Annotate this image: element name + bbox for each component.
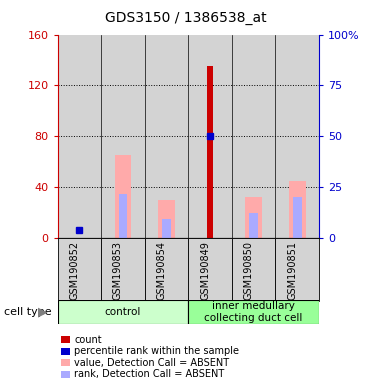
Bar — [232, 238, 276, 301]
Text: count: count — [74, 335, 102, 345]
Bar — [145, 35, 188, 238]
Text: GSM190854: GSM190854 — [157, 241, 167, 300]
Text: rank, Detection Call = ABSENT: rank, Detection Call = ABSENT — [74, 369, 224, 379]
Text: GSM190850: GSM190850 — [244, 241, 254, 300]
Bar — [58, 238, 101, 301]
Bar — [158, 200, 175, 238]
Bar — [275, 238, 319, 301]
Bar — [249, 213, 258, 238]
Text: ▶: ▶ — [38, 306, 47, 318]
Text: inner medullary
collecting duct cell: inner medullary collecting duct cell — [204, 301, 303, 323]
Bar — [188, 300, 319, 324]
Text: percentile rank within the sample: percentile rank within the sample — [74, 346, 239, 356]
Text: cell type: cell type — [4, 307, 51, 317]
Bar — [119, 194, 127, 238]
Text: GSM190853: GSM190853 — [113, 241, 123, 300]
Text: GSM190851: GSM190851 — [287, 241, 297, 300]
Bar — [188, 35, 232, 238]
Bar — [58, 300, 188, 324]
Text: control: control — [105, 307, 141, 317]
Bar — [101, 35, 145, 238]
Bar — [145, 238, 188, 301]
Bar — [207, 66, 213, 238]
Bar — [162, 219, 171, 238]
Bar — [188, 238, 232, 301]
Bar — [245, 197, 262, 238]
Bar — [232, 35, 276, 238]
Text: GDS3150 / 1386538_at: GDS3150 / 1386538_at — [105, 11, 266, 25]
Bar — [101, 238, 145, 301]
Bar — [289, 181, 306, 238]
Bar — [58, 35, 101, 238]
Bar — [293, 197, 302, 238]
Text: GSM190849: GSM190849 — [200, 241, 210, 300]
Bar — [276, 35, 319, 238]
Text: GSM190852: GSM190852 — [69, 241, 79, 300]
Text: value, Detection Call = ABSENT: value, Detection Call = ABSENT — [74, 358, 229, 368]
Bar — [115, 156, 131, 238]
